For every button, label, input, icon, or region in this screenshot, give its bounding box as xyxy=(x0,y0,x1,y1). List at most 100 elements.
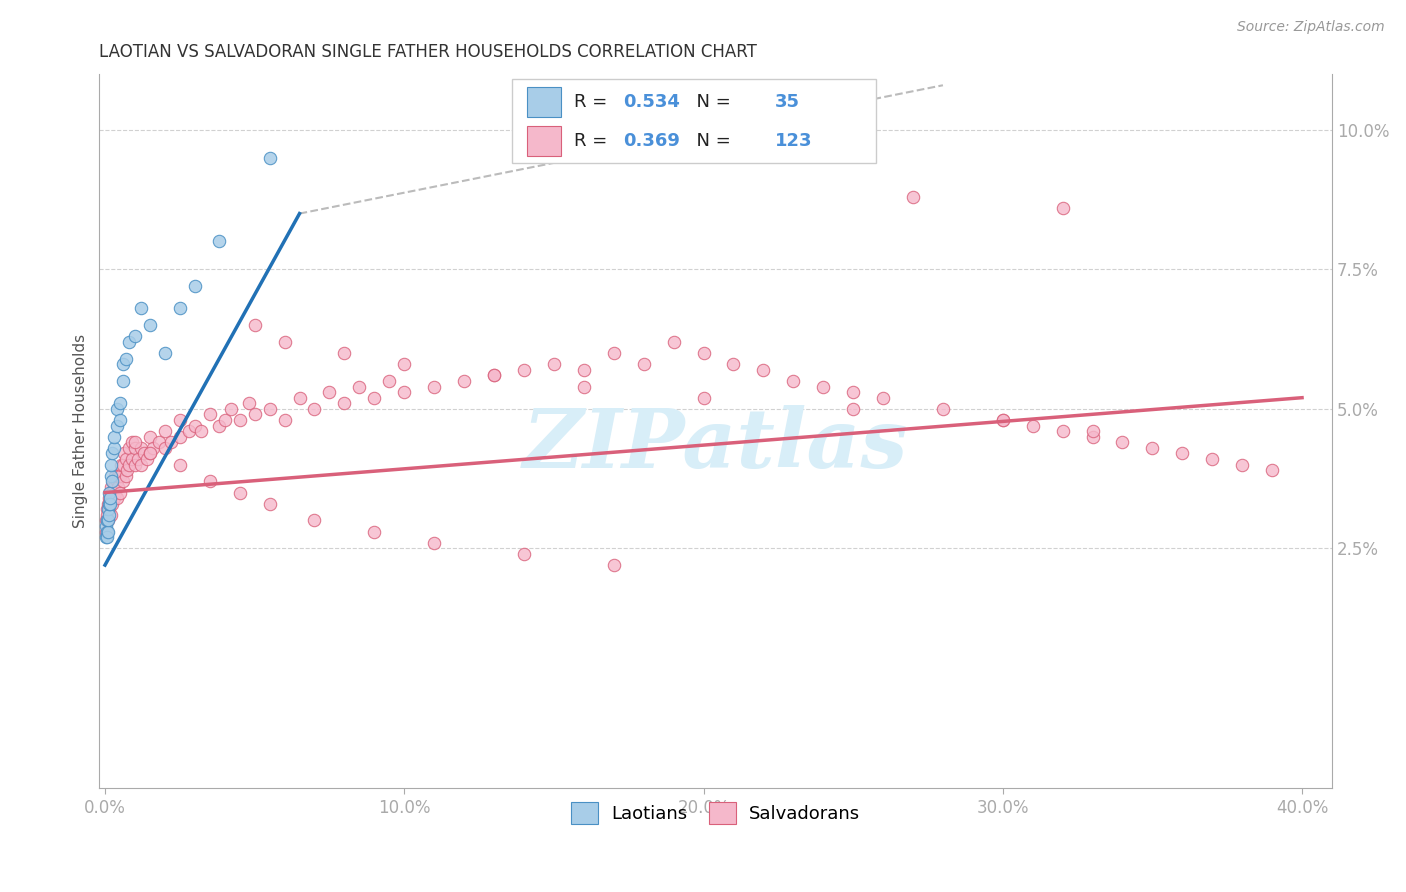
Point xyxy=(105,401,128,416)
Point xyxy=(97,524,120,539)
Point xyxy=(991,413,1014,427)
Point xyxy=(423,379,446,393)
Point xyxy=(121,435,143,450)
Point xyxy=(1230,458,1253,472)
Point xyxy=(101,475,124,489)
Point xyxy=(103,491,125,505)
Point xyxy=(111,374,134,388)
Point xyxy=(813,379,835,393)
Point xyxy=(103,480,125,494)
Point xyxy=(107,468,129,483)
Point xyxy=(97,502,120,516)
Point xyxy=(124,329,146,343)
Point xyxy=(96,524,118,539)
Point xyxy=(259,497,281,511)
Point xyxy=(139,318,162,333)
Point xyxy=(100,480,122,494)
Text: N =: N = xyxy=(685,93,737,111)
Point xyxy=(169,301,191,316)
Point xyxy=(96,519,118,533)
Point xyxy=(129,458,152,472)
Point xyxy=(142,441,165,455)
Point xyxy=(208,418,231,433)
Point xyxy=(121,452,143,467)
Point xyxy=(108,413,131,427)
Point xyxy=(243,408,266,422)
Point xyxy=(153,424,176,438)
Point xyxy=(304,401,326,416)
Point xyxy=(842,401,865,416)
Point xyxy=(108,396,131,410)
Point xyxy=(603,346,626,360)
Point xyxy=(111,475,134,489)
Point xyxy=(139,446,162,460)
Point xyxy=(108,485,131,500)
Point xyxy=(98,497,121,511)
Point xyxy=(98,491,121,505)
FancyBboxPatch shape xyxy=(527,87,561,117)
Point xyxy=(118,441,141,455)
Point xyxy=(103,430,125,444)
Text: 35: 35 xyxy=(775,93,800,111)
Point xyxy=(1261,463,1284,477)
Point xyxy=(114,446,136,460)
Point xyxy=(111,357,134,371)
Point xyxy=(228,413,250,427)
Point xyxy=(603,558,626,572)
Point xyxy=(153,346,176,360)
Point xyxy=(100,475,122,489)
Text: 0.369: 0.369 xyxy=(623,132,681,150)
Point xyxy=(169,413,191,427)
Point xyxy=(349,379,371,393)
Point xyxy=(101,485,124,500)
Point xyxy=(482,368,505,383)
Point xyxy=(1081,430,1104,444)
Point xyxy=(901,190,924,204)
Point xyxy=(100,497,122,511)
Point xyxy=(288,391,311,405)
Text: N =: N = xyxy=(685,132,737,150)
Point xyxy=(96,508,118,522)
Point xyxy=(103,468,125,483)
Point xyxy=(96,530,118,544)
Point xyxy=(97,508,120,522)
Point xyxy=(1111,435,1133,450)
Point xyxy=(304,513,326,527)
Point xyxy=(115,351,138,366)
Point xyxy=(97,513,120,527)
Point xyxy=(572,379,595,393)
Point xyxy=(139,446,162,460)
Point xyxy=(513,363,536,377)
Point xyxy=(177,424,200,438)
Point xyxy=(97,513,120,527)
Point xyxy=(872,391,894,405)
Text: 123: 123 xyxy=(775,132,813,150)
Point xyxy=(101,446,124,460)
Text: 0.534: 0.534 xyxy=(623,93,681,111)
Point xyxy=(105,418,128,433)
Point xyxy=(132,446,155,460)
Point xyxy=(100,468,122,483)
Point xyxy=(97,497,120,511)
Point xyxy=(98,497,121,511)
Point xyxy=(184,279,207,293)
Point xyxy=(214,413,236,427)
Point xyxy=(394,357,416,371)
Point xyxy=(94,513,117,527)
Point xyxy=(219,401,242,416)
Point xyxy=(96,502,118,516)
Point xyxy=(169,458,191,472)
Point xyxy=(842,385,865,400)
Point xyxy=(1081,424,1104,438)
Point xyxy=(662,334,685,349)
Point xyxy=(692,346,714,360)
Point xyxy=(129,301,152,316)
Point xyxy=(129,441,152,455)
Point xyxy=(1201,452,1223,467)
Point xyxy=(1022,418,1045,433)
Point xyxy=(139,430,162,444)
Point xyxy=(259,151,281,165)
Y-axis label: Single Father Households: Single Father Households xyxy=(73,334,89,528)
Point xyxy=(198,475,221,489)
Text: Source: ZipAtlas.com: Source: ZipAtlas.com xyxy=(1237,20,1385,34)
